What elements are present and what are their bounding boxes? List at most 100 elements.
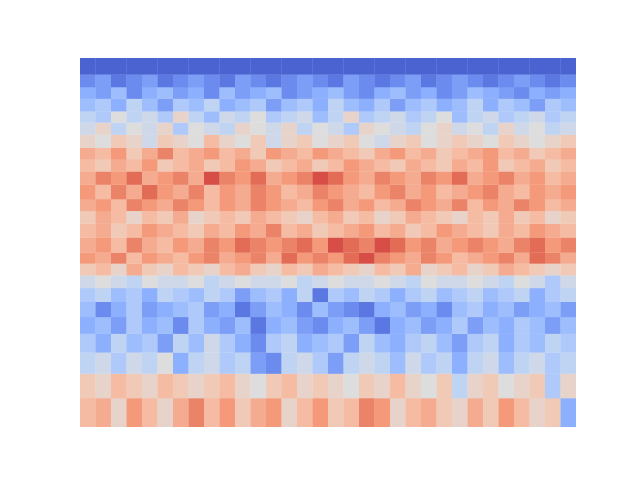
- cell: [282, 398, 298, 427]
- cell: [437, 171, 453, 185]
- cell: [390, 302, 406, 317]
- cell: [189, 334, 205, 353]
- cell: [297, 288, 313, 302]
- cell: [328, 275, 344, 288]
- cell: [437, 148, 453, 160]
- cell: [204, 211, 220, 224]
- cell: [437, 237, 453, 252]
- cell: [297, 252, 313, 263]
- cell: [390, 148, 406, 160]
- cell: [204, 334, 220, 353]
- cell: [359, 99, 375, 112]
- cell: [452, 171, 468, 185]
- cell: [561, 223, 577, 237]
- cell: [173, 148, 189, 160]
- cell: [251, 111, 267, 123]
- cell: [158, 99, 174, 112]
- cell: [545, 199, 561, 211]
- cell: [421, 135, 437, 148]
- cell: [220, 317, 236, 334]
- cell: [483, 211, 499, 224]
- cell: [111, 159, 127, 172]
- cell: [375, 223, 391, 237]
- cell: [344, 288, 360, 302]
- cell: [313, 171, 329, 185]
- cell: [173, 122, 189, 134]
- cell: [499, 185, 515, 200]
- cell: [189, 171, 205, 185]
- cell: [189, 99, 205, 112]
- cell: [468, 185, 484, 200]
- cell: [282, 148, 298, 160]
- cell: [514, 211, 530, 224]
- cell: [266, 302, 282, 317]
- cell: [561, 148, 577, 160]
- cell: [514, 148, 530, 160]
- cell: [514, 317, 530, 334]
- cell: [204, 275, 220, 288]
- cell: [235, 252, 251, 263]
- cell: [545, 58, 561, 75]
- cell: [173, 263, 189, 275]
- cell: [313, 237, 329, 252]
- cell: [545, 87, 561, 99]
- cell: [251, 374, 267, 399]
- cell: [127, 185, 143, 200]
- cell: [235, 122, 251, 134]
- cell: [189, 237, 205, 252]
- cell: [344, 135, 360, 148]
- cell: [282, 288, 298, 302]
- cell: [359, 122, 375, 134]
- cell: [204, 185, 220, 200]
- cell: [127, 374, 143, 399]
- cell: [406, 159, 422, 172]
- cell: [421, 111, 437, 123]
- cell: [158, 148, 174, 160]
- cell: [499, 171, 515, 185]
- cell: [142, 211, 158, 224]
- cell: [142, 185, 158, 200]
- cell: [189, 111, 205, 123]
- cell: [545, 211, 561, 224]
- cell: [220, 398, 236, 427]
- cell: [282, 211, 298, 224]
- cell: [96, 58, 112, 75]
- cell: [328, 398, 344, 427]
- chart: [0, 0, 640, 480]
- cell: [220, 99, 236, 112]
- cell: [173, 58, 189, 75]
- cell: [530, 263, 546, 275]
- cell: [266, 317, 282, 334]
- cell: [111, 171, 127, 185]
- cell: [468, 398, 484, 427]
- cell: [96, 211, 112, 224]
- cell: [483, 288, 499, 302]
- cell: [80, 237, 96, 252]
- cell: [483, 74, 499, 87]
- cell: [189, 275, 205, 288]
- cell: [406, 185, 422, 200]
- cell: [437, 275, 453, 288]
- cell: [96, 252, 112, 263]
- cell: [375, 171, 391, 185]
- cell: [561, 199, 577, 211]
- cell: [344, 159, 360, 172]
- cell: [406, 374, 422, 399]
- cell: [545, 111, 561, 123]
- cell: [313, 199, 329, 211]
- cell: [158, 122, 174, 134]
- cell: [313, 148, 329, 160]
- cell: [514, 87, 530, 99]
- cell: [421, 352, 437, 374]
- cell: [530, 237, 546, 252]
- cell: [189, 74, 205, 87]
- cell: [483, 148, 499, 160]
- cell: [142, 122, 158, 134]
- cell: [220, 159, 236, 172]
- cell: [251, 99, 267, 112]
- cell: [313, 334, 329, 353]
- cell: [127, 58, 143, 75]
- cell: [359, 317, 375, 334]
- cell: [375, 398, 391, 427]
- cell: [282, 135, 298, 148]
